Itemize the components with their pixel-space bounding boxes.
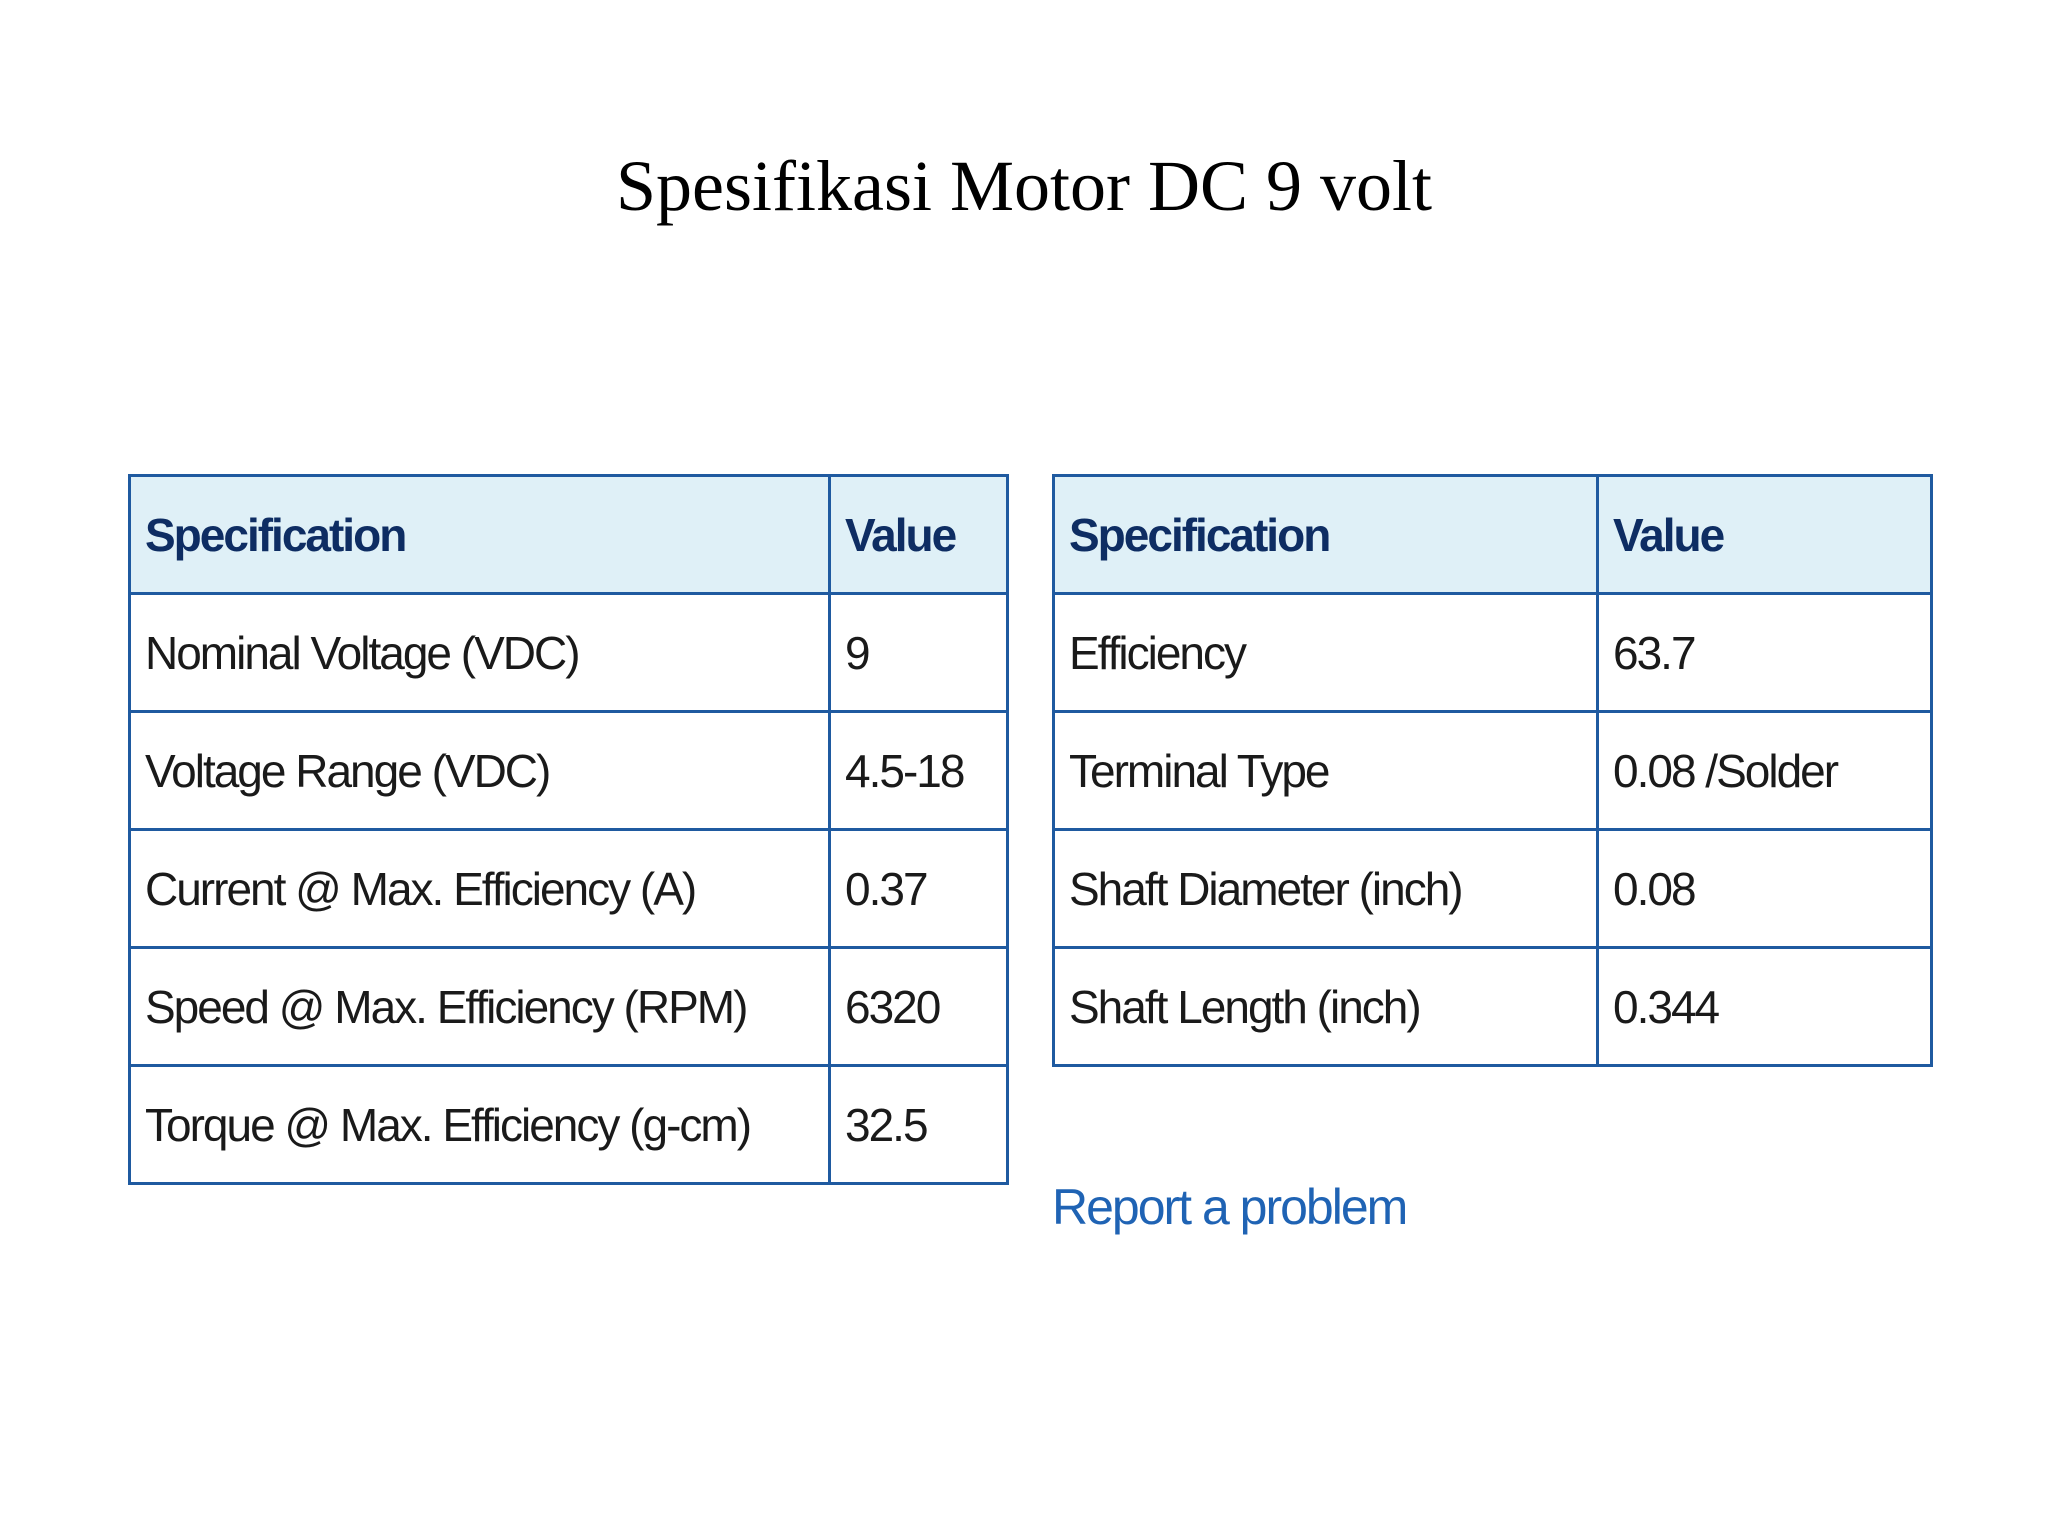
spec-value-cell: 32.5 (828, 1064, 1009, 1185)
spec-table-left: Specification Value Nominal Voltage (VDC… (128, 474, 1009, 1185)
spec-value-cell: 0.08 /Solder (1596, 710, 1933, 831)
spec-value-cell: 0.344 (1596, 946, 1933, 1067)
spec-name-cell: Torque @ Max. Efficiency (g-cm) (128, 1064, 831, 1185)
spec-name-cell: Terminal Type (1052, 710, 1599, 831)
spec-name-cell: Shaft Diameter (inch) (1052, 828, 1599, 949)
report-problem-link[interactable]: Report a problem (1052, 1179, 1408, 1235)
slide-title: Spesifikasi Motor DC 9 volt (615, 146, 1432, 226)
spec-value-cell: 63.7 (1596, 592, 1933, 713)
table-row: Terminal Type 0.08 /Solder (1052, 710, 1933, 831)
column-header-value: Value (1596, 474, 1933, 595)
table-row: Shaft Length (inch) 0.344 (1052, 946, 1933, 1067)
table-row: Nominal Voltage (VDC) 9 (128, 592, 1009, 713)
table-row: Torque @ Max. Efficiency (g-cm) 32.5 (128, 1064, 1009, 1185)
spec-name-cell: Voltage Range (VDC) (128, 710, 831, 831)
spec-name-cell: Current @ Max. Efficiency (A) (128, 828, 831, 949)
spec-value-cell: 9 (828, 592, 1009, 713)
table-row: Voltage Range (VDC) 4.5-18 (128, 710, 1009, 831)
column-header-specification: Specification (1052, 474, 1599, 595)
spec-name-cell: Shaft Length (inch) (1052, 946, 1599, 1067)
spec-value-cell: 6320 (828, 946, 1009, 1067)
spec-name-cell: Speed @ Max. Efficiency (RPM) (128, 946, 831, 1067)
column-header-value: Value (828, 474, 1009, 595)
spec-name-cell: Efficiency (1052, 592, 1599, 713)
spec-table-right: Specification Value Efficiency 63.7 Term… (1052, 474, 1933, 1067)
column-header-specification: Specification (128, 474, 831, 595)
table-row: Shaft Diameter (inch) 0.08 (1052, 828, 1933, 949)
table-row: Current @ Max. Efficiency (A) 0.37 (128, 828, 1009, 949)
table-header-row: Specification Value (1052, 474, 1933, 595)
table-row: Efficiency 63.7 (1052, 592, 1933, 713)
spec-value-cell: 0.08 (1596, 828, 1933, 949)
spec-value-cell: 4.5-18 (828, 710, 1009, 831)
spec-value-cell: 0.37 (828, 828, 1009, 949)
spec-name-cell: Nominal Voltage (VDC) (128, 592, 831, 713)
table-row: Speed @ Max. Efficiency (RPM) 6320 (128, 946, 1009, 1067)
table-header-row: Specification Value (128, 474, 1009, 595)
